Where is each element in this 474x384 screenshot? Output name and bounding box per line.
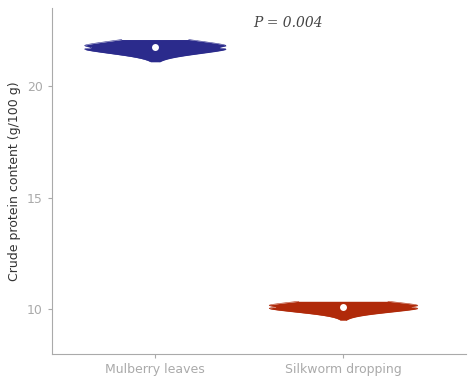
Point (152, 44, 159, 50)
Point (339, 304, 347, 310)
Text: P = 0.004: P = 0.004 (253, 16, 323, 30)
Y-axis label: Crude protein content (g/100 g): Crude protein content (g/100 g) (9, 81, 21, 281)
